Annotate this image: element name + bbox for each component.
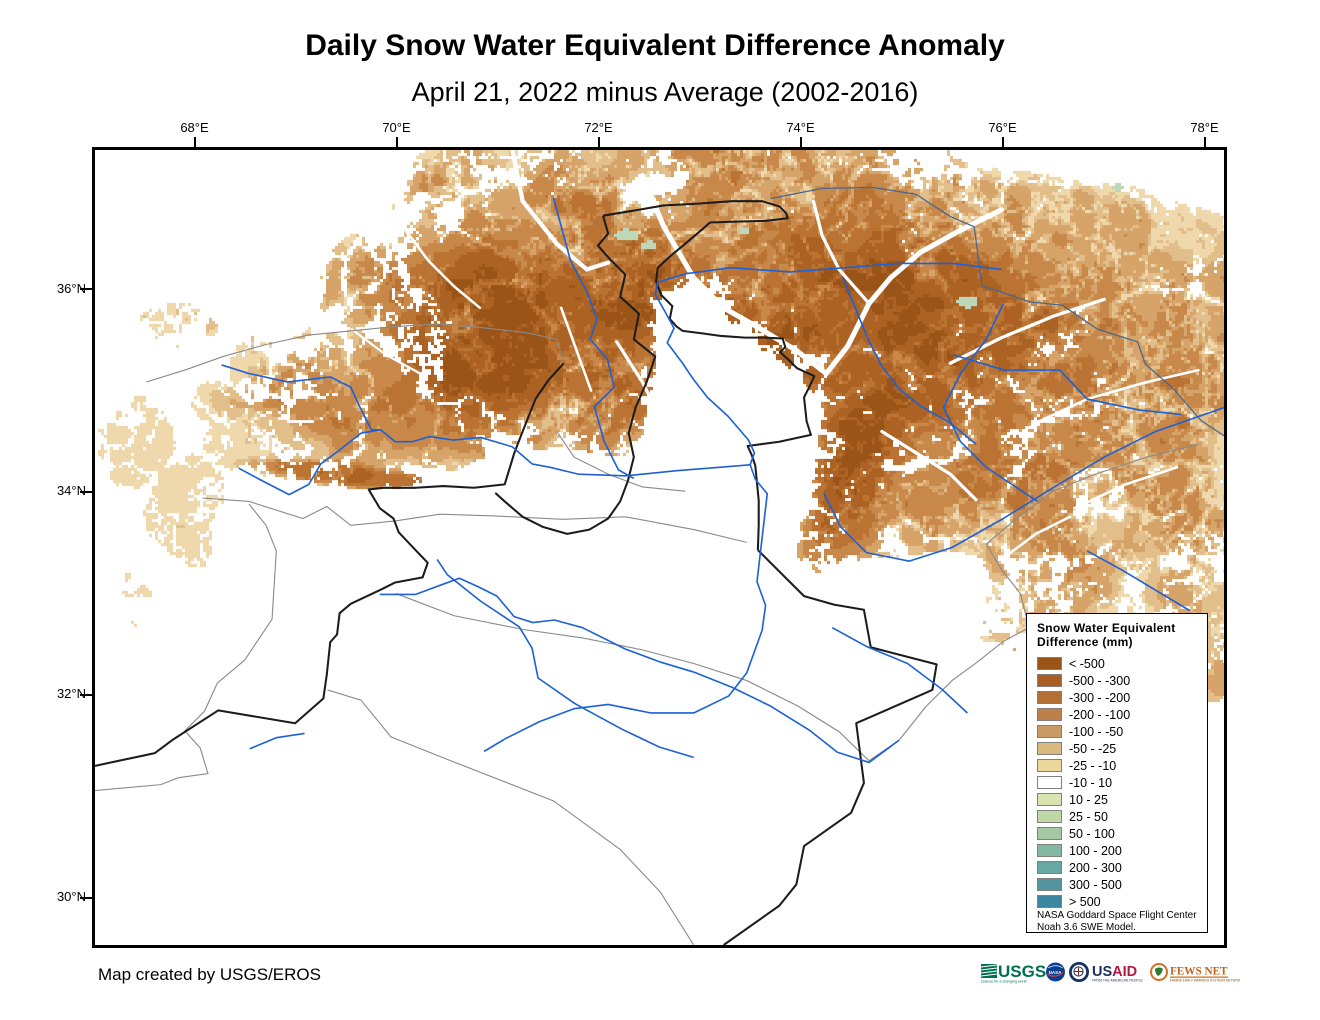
svg-text:USAID: USAID [1092, 964, 1137, 980]
svg-text:USGS: USGS [998, 962, 1046, 981]
svg-text:science for a changing world: science for a changing world [981, 980, 1027, 984]
svg-text:FAMINE EARLY WARNING SYSTEMS N: FAMINE EARLY WARNING SYSTEMS NETWORK [1170, 979, 1240, 983]
svg-text:NASA: NASA [1049, 970, 1063, 975]
svg-text:FROM THE AMERICAN PEOPLE: FROM THE AMERICAN PEOPLE [1092, 979, 1144, 983]
svg-text:FEWS NET: FEWS NET [1170, 966, 1228, 978]
